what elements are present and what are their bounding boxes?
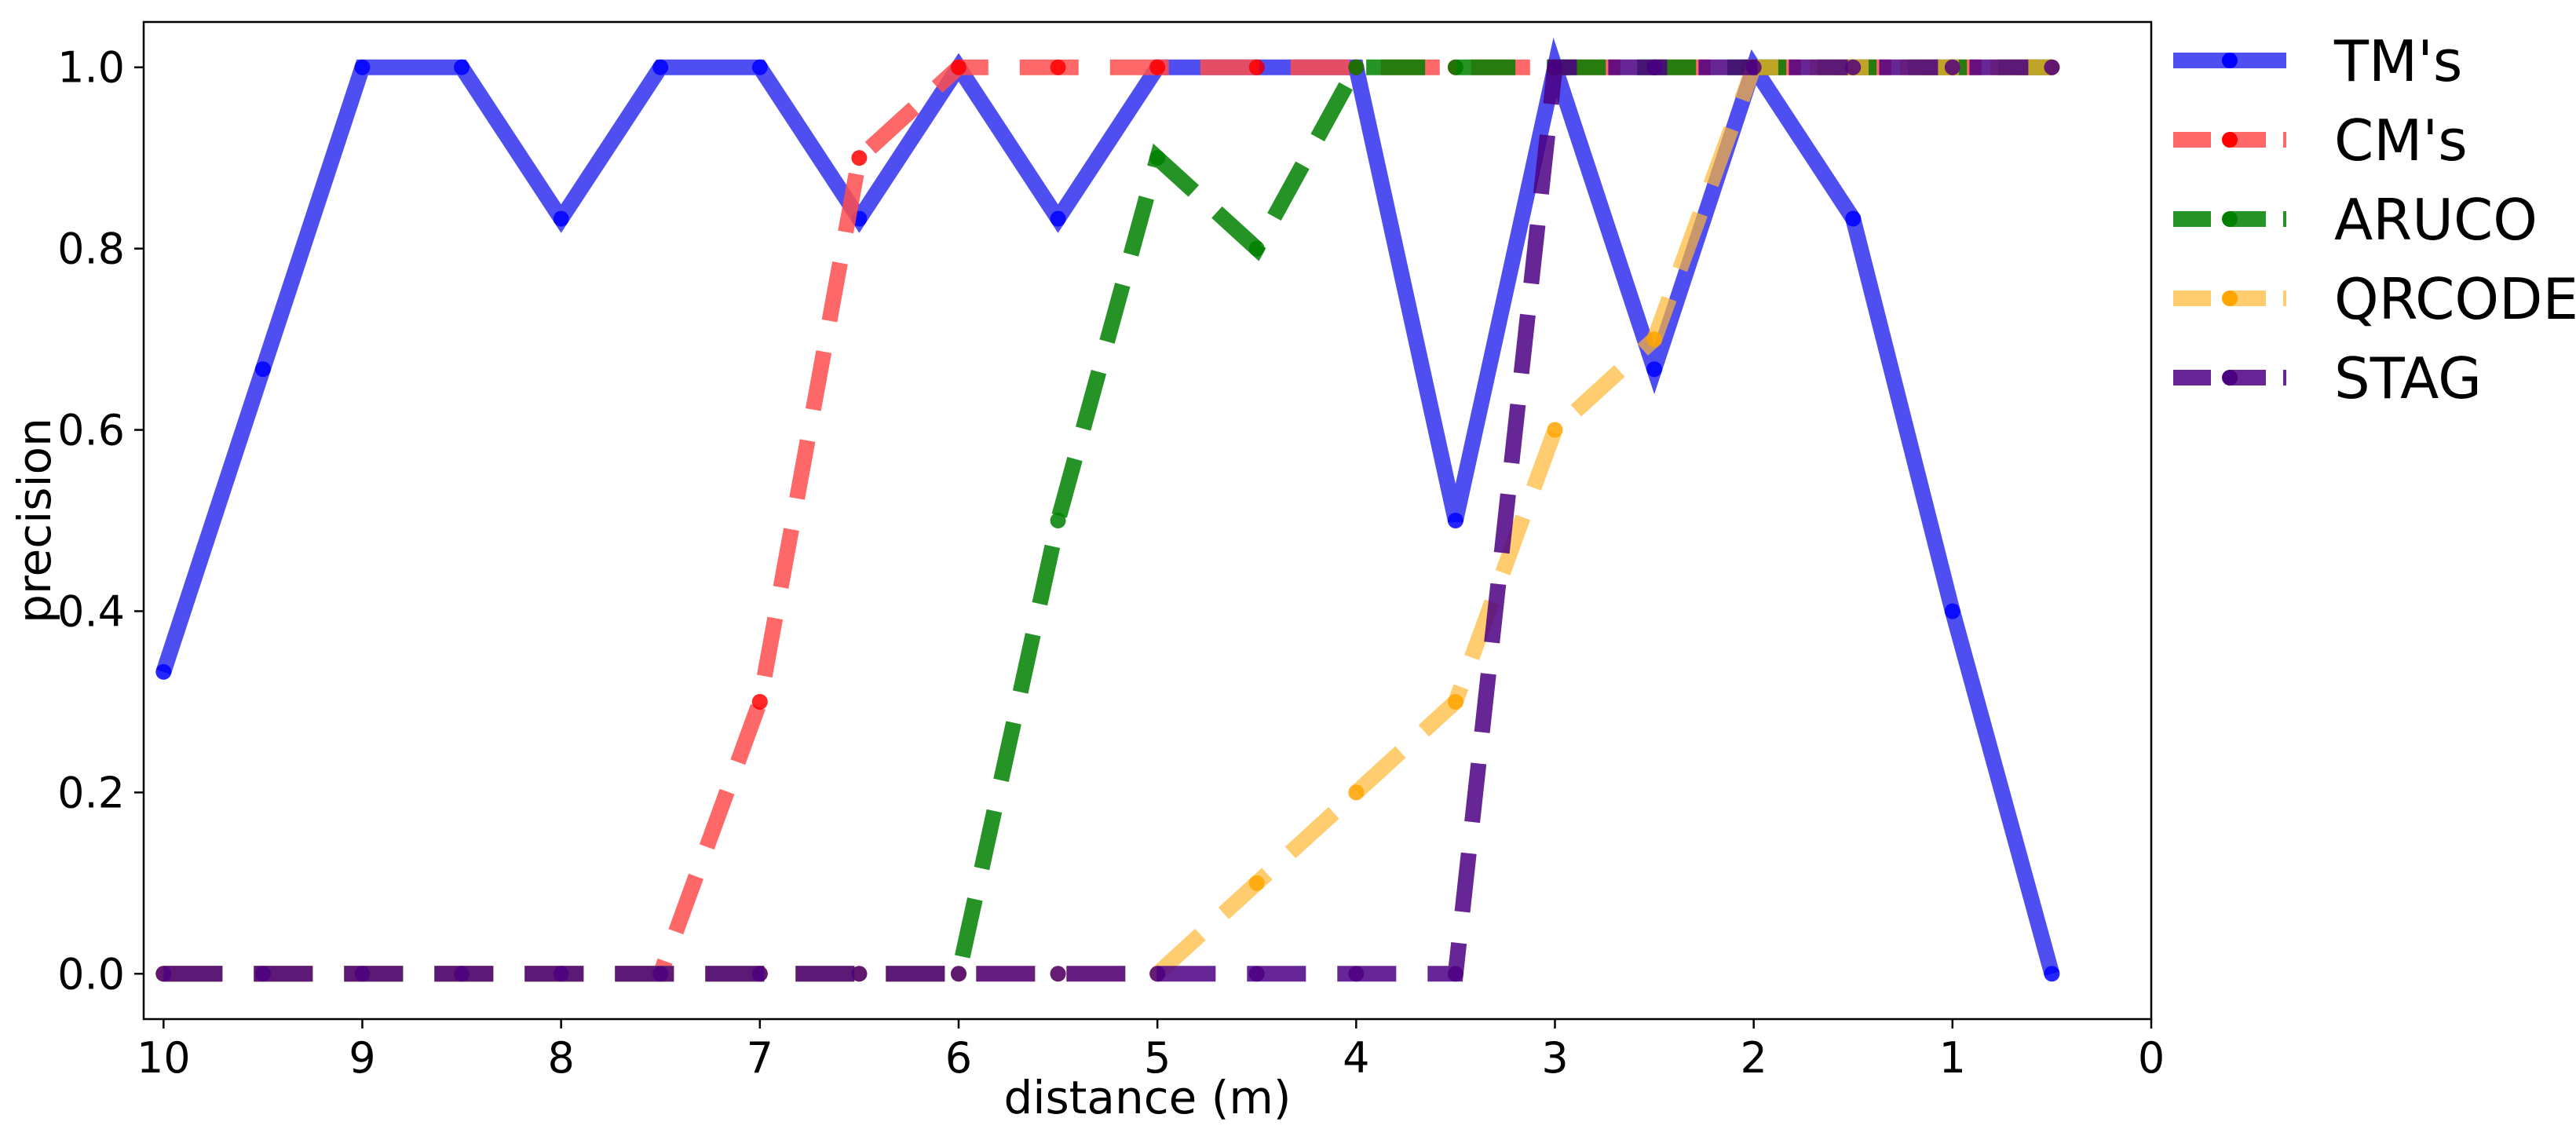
data-point — [1050, 513, 1066, 528]
y-tick-label: 0.6 — [57, 406, 125, 455]
data-point — [1050, 966, 1066, 982]
x-tick-label: 2 — [1740, 1033, 1767, 1083]
series-line — [163, 59, 2052, 982]
series-qrcode — [155, 59, 2060, 982]
series-line — [163, 59, 2052, 982]
legend-item: ARUCO — [2173, 187, 2538, 253]
data-point — [1845, 59, 1862, 75]
data-point — [1248, 875, 1265, 891]
series-stag — [155, 59, 2060, 982]
legend-label: ARUCO — [2334, 187, 2538, 253]
data-point — [1050, 210, 1066, 227]
y-tick-label: 0.4 — [57, 586, 125, 636]
data-point — [1248, 240, 1265, 257]
series-line — [163, 59, 2052, 982]
series-layer — [155, 37, 2060, 982]
legend-label: CM's — [2334, 108, 2468, 174]
legend-item: QRCODE — [2173, 266, 2576, 332]
data-point — [1348, 966, 1365, 982]
legend-label: QRCODE — [2334, 266, 2576, 332]
series-line — [163, 59, 2052, 982]
x-tick-label: 8 — [547, 1033, 574, 1083]
data-point — [155, 966, 172, 982]
data-point — [1745, 59, 1762, 75]
data-point — [1646, 361, 1663, 378]
legend-marker — [2222, 290, 2238, 306]
data-point — [354, 59, 371, 75]
data-point — [1447, 966, 1463, 982]
data-point — [1547, 422, 1563, 438]
data-point — [652, 59, 669, 75]
x-tick-label: 9 — [349, 1033, 375, 1083]
data-point — [254, 361, 271, 378]
plot-frame — [142, 20, 2153, 1021]
legend-label: STAG — [2334, 345, 2482, 411]
data-point — [751, 693, 768, 710]
y-tick-label: 0.0 — [57, 949, 125, 999]
data-point — [1646, 331, 1663, 348]
x-tick-label: 10 — [137, 1033, 191, 1083]
data-point — [652, 966, 669, 982]
data-point — [1944, 59, 1960, 75]
data-point — [851, 966, 868, 982]
data-point — [354, 966, 371, 982]
series-tm-s — [155, 37, 2060, 982]
data-point — [1646, 59, 1663, 75]
data-point — [950, 966, 966, 982]
legend-item: CM's — [2173, 108, 2468, 174]
data-point — [1248, 966, 1265, 982]
x-tick-label: 6 — [945, 1033, 972, 1083]
legend-item: TM's — [2173, 28, 2462, 94]
data-point — [1248, 59, 1265, 75]
x-axis-label: distance (m) — [1004, 1071, 1292, 1124]
axes-layer: 10 9 8 7 6 5 4 3 2 1 00.00.20.40.60.81.0 — [57, 43, 2165, 1083]
data-point — [751, 59, 768, 75]
x-tick-label: 1 — [1939, 1033, 1966, 1083]
data-point — [1447, 59, 1463, 75]
data-point — [553, 210, 569, 227]
data-point — [950, 59, 966, 75]
x-tick-label: 4 — [1343, 1033, 1369, 1083]
data-point — [454, 59, 470, 75]
data-point — [751, 966, 768, 982]
data-point — [454, 966, 470, 982]
y-tick-label: 0.8 — [57, 225, 125, 274]
series-aruco — [155, 59, 2060, 982]
data-point — [1149, 150, 1166, 166]
data-point — [1348, 784, 1365, 801]
data-point — [1447, 693, 1463, 710]
x-tick-label: 3 — [1541, 1033, 1568, 1083]
data-point — [1547, 59, 1563, 75]
data-point — [851, 150, 868, 166]
data-point — [1149, 966, 1166, 982]
data-point — [2044, 59, 2060, 75]
data-point — [1447, 513, 1463, 528]
legend-item: STAG — [2173, 345, 2482, 411]
legend-marker — [2222, 53, 2238, 68]
y-axis-label: precision — [8, 418, 61, 623]
series-cm-s — [155, 59, 2060, 982]
x-tick-label: 7 — [747, 1033, 773, 1083]
data-point — [1149, 59, 1166, 75]
data-point — [1944, 603, 1960, 619]
legend-marker — [2222, 132, 2238, 148]
data-point — [155, 663, 172, 680]
x-tick-label: 5 — [1144, 1033, 1171, 1083]
legend-marker — [2222, 370, 2238, 385]
legend-label: TM's — [2333, 28, 2462, 94]
data-point — [1050, 59, 1066, 75]
data-point — [2044, 966, 2060, 982]
series-line — [155, 37, 2060, 976]
legend: TM's CM's ARUCO QRCODE STAG — [2173, 28, 2576, 411]
legend-marker — [2222, 211, 2238, 227]
data-point — [1845, 210, 1862, 227]
data-point — [553, 966, 569, 982]
y-tick-label: 0.2 — [57, 768, 125, 817]
y-tick-label: 1.0 — [57, 43, 125, 93]
data-point — [254, 966, 271, 982]
x-tick-label: 0 — [2138, 1033, 2165, 1083]
data-point — [1348, 59, 1365, 75]
